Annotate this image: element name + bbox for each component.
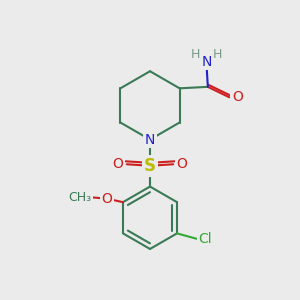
Text: S: S [144,157,156,175]
Text: Cl: Cl [199,232,212,246]
Text: O: O [232,90,243,104]
Text: CH₃: CH₃ [68,190,92,204]
Text: N: N [145,133,155,147]
Text: N: N [201,55,212,69]
Text: O: O [101,192,112,206]
Text: H: H [213,48,222,61]
Text: O: O [177,157,188,171]
Text: H: H [190,48,200,61]
Text: O: O [112,157,123,171]
